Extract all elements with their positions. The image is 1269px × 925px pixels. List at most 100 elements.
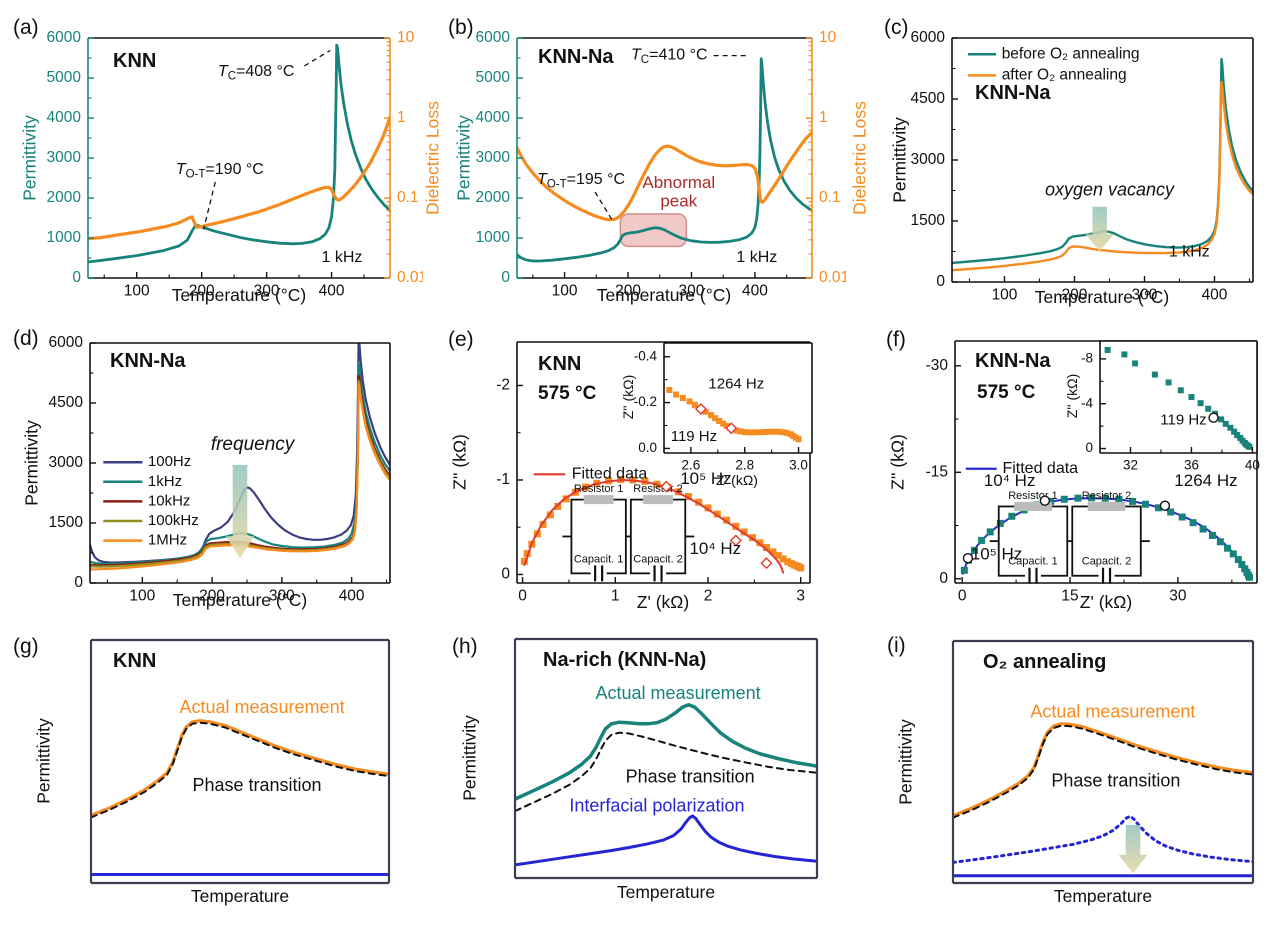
- svg-text:40: 40: [1245, 458, 1260, 473]
- panel-d-letter: (d): [13, 327, 39, 350]
- svg-text:peak: peak: [660, 192, 697, 211]
- svg-text:2: 2: [704, 587, 713, 604]
- svg-text:10kHz: 10kHz: [148, 492, 191, 509]
- panel-c-y-axis-label: Permittivity: [889, 117, 910, 203]
- panel-b-title: KNN-Na: [538, 46, 614, 68]
- chart-b: 100 200 300 40001000200030004000500060000.0…: [476, 29, 846, 299]
- panel-i: Actual measurement Phase transition (i) O…: [846, 630, 1269, 925]
- svg-text:6000: 6000: [47, 29, 82, 46]
- svg-text:after O₂ annealing: after O₂ annealing: [1002, 67, 1127, 84]
- panel-e-inset-y-axis-label: Z'' (kΩ): [620, 374, 636, 420]
- panel-i-x-axis-label: Temperature: [1053, 886, 1153, 906]
- panel-a: 100 200 300 400 0 1000 2000 3000 4000 5000 6000 0.0…: [0, 0, 443, 320]
- panel-a-x-axis-label: Temperature (°C): [171, 285, 307, 305]
- svg-text:0: 0: [939, 570, 948, 587]
- svg-text:300: 300: [269, 587, 295, 604]
- svg-text:TO-T=190 °C: TO-T=190 °C: [176, 161, 264, 180]
- panel-e-title: KNN: [538, 353, 582, 375]
- chart-a: 100 200 300 40001000200030004000500060000.0…: [47, 29, 423, 299]
- svg-text:Phase transition: Phase transition: [626, 766, 755, 786]
- panel-e-y-axis-label: Z'' (kΩ): [449, 434, 470, 490]
- svg-text:100: 100: [124, 282, 150, 299]
- svg-text:0: 0: [74, 574, 83, 591]
- panel-e: Resistor 1 Capacit. 1 Resistor 2 Capacit. 2…: [423, 320, 846, 630]
- svg-text:Phase transition: Phase transition: [1051, 770, 1180, 790]
- svg-text:frequency: frequency: [211, 434, 296, 455]
- panel-b-letter: (b): [448, 16, 474, 39]
- panel-h-title: Na-rich (KNN-Na): [543, 649, 707, 671]
- chart-g: Actual measurement Phase transition: [89, 638, 391, 885]
- svg-text:Fitted data: Fitted data: [572, 466, 648, 483]
- panel-b: 100 200 300 400 0 1000 2000 3000 4000 5000 6000 0.0…: [423, 0, 870, 320]
- svg-text:1500: 1500: [911, 212, 946, 229]
- svg-text:Abnormal: Abnormal: [642, 173, 715, 192]
- svg-text:4000: 4000: [476, 109, 511, 126]
- svg-text:30: 30: [1169, 587, 1187, 604]
- svg-text:0: 0: [501, 269, 510, 286]
- svg-text:Actual measurement: Actual measurement: [596, 683, 761, 703]
- svg-text:200: 200: [615, 282, 641, 299]
- svg-text:1MHz: 1MHz: [148, 532, 187, 549]
- svg-text:TC=410 °C: TC=410 °C: [631, 47, 708, 66]
- svg-text:6000: 6000: [911, 29, 946, 46]
- svg-text:4500: 4500: [49, 394, 84, 411]
- svg-text:10⁴ Hz: 10⁴ Hz: [984, 472, 1036, 491]
- svg-text:1: 1: [611, 587, 620, 604]
- panel-d-title: KNN-Na: [110, 350, 186, 372]
- svg-text:Capacit. 1: Capacit. 1: [1008, 556, 1058, 568]
- svg-text:0: 0: [1085, 440, 1093, 455]
- svg-text:119 Hz: 119 Hz: [671, 428, 717, 445]
- svg-text:119 Hz: 119 Hz: [1160, 411, 1206, 428]
- svg-text:0: 0: [518, 587, 527, 604]
- chart-f_inset: 32 36 40 0 -4 -8 119 Hz: [1081, 340, 1260, 473]
- svg-text:0.0: 0.0: [638, 440, 657, 455]
- panel-a-title: KNN: [113, 50, 157, 72]
- svg-text:10⁵ Hz: 10⁵ Hz: [971, 545, 1022, 564]
- svg-text:3.0: 3.0: [789, 458, 808, 473]
- svg-text:Capacit. 2: Capacit. 2: [1082, 556, 1132, 568]
- svg-text:4000: 4000: [47, 109, 82, 126]
- svg-text:1kHz: 1kHz: [148, 473, 182, 490]
- svg-text:0: 0: [72, 269, 81, 286]
- svg-text:-2: -2: [496, 377, 510, 394]
- panel-c-x-axis-label: Temperature (°C): [1034, 287, 1170, 307]
- panel-i-y-axis-label: Permittivity: [895, 719, 916, 805]
- panel-e-subtitle: 575 °C: [538, 383, 597, 404]
- svg-text:0.1: 0.1: [819, 189, 841, 206]
- svg-text:TC=408 °C: TC=408 °C: [218, 63, 295, 82]
- svg-text:0.01: 0.01: [819, 269, 846, 286]
- svg-text:1: 1: [819, 109, 828, 126]
- svg-text:4500: 4500: [911, 90, 946, 107]
- svg-text:400: 400: [319, 282, 345, 299]
- panel-f-y-axis-label: Z'' (kΩ): [887, 434, 908, 490]
- panel-d-x-axis-label: Temperature (°C): [172, 590, 308, 610]
- svg-text:3000: 3000: [47, 149, 82, 166]
- panel-g-y-axis-label: Permittivity: [33, 718, 54, 804]
- panel-g-x-axis-label: Temperature: [190, 886, 290, 906]
- svg-text:300: 300: [679, 282, 705, 299]
- svg-text:Resistor 2: Resistor 2: [1082, 490, 1132, 502]
- svg-text:400: 400: [339, 587, 365, 604]
- svg-text:Fitted data: Fitted data: [1002, 460, 1078, 477]
- svg-text:1 kHz: 1 kHz: [1169, 244, 1210, 261]
- panel-e-letter: (e): [448, 328, 474, 351]
- panel-c-letter: (c): [884, 16, 909, 39]
- panel-d-y-axis-label: Permittivity: [21, 420, 42, 506]
- panel-f-subtitle: 575 °C: [977, 382, 1036, 403]
- svg-text:200: 200: [1062, 286, 1088, 303]
- svg-text:10⁴ Hz: 10⁴ Hz: [689, 539, 741, 558]
- svg-text:3: 3: [796, 587, 805, 604]
- svg-text:2000: 2000: [47, 189, 82, 206]
- svg-text:1: 1: [397, 109, 406, 126]
- svg-text:2.8: 2.8: [735, 458, 754, 473]
- svg-text:Interfacial polarization: Interfacial polarization: [569, 795, 744, 815]
- svg-text:200: 200: [189, 282, 215, 299]
- svg-text:32: 32: [1123, 458, 1138, 473]
- svg-text:5000: 5000: [47, 69, 82, 86]
- svg-text:before O₂ annealing: before O₂ annealing: [1002, 45, 1140, 62]
- svg-text:1 kHz: 1 kHz: [736, 249, 777, 266]
- panel-c: 100 200 300 400 0 1500 3000 4500 6000 before O₂ a…: [846, 0, 1269, 320]
- svg-text:2000: 2000: [476, 189, 511, 206]
